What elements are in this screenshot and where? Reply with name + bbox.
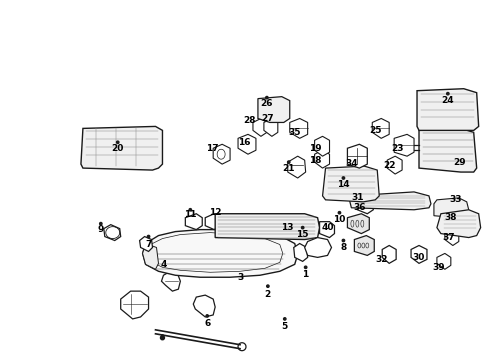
Circle shape	[267, 285, 269, 287]
Polygon shape	[258, 96, 290, 122]
Text: 11: 11	[184, 210, 196, 219]
Text: 16: 16	[238, 138, 250, 147]
Text: 27: 27	[262, 114, 274, 123]
Circle shape	[147, 235, 150, 238]
Text: 13: 13	[282, 223, 294, 232]
Polygon shape	[238, 134, 256, 154]
Text: 33: 33	[449, 195, 462, 204]
Text: 29: 29	[453, 158, 466, 167]
Polygon shape	[264, 118, 278, 136]
Circle shape	[117, 141, 119, 144]
Text: 24: 24	[441, 96, 454, 105]
Text: 18: 18	[309, 156, 322, 165]
Circle shape	[189, 208, 192, 211]
Polygon shape	[121, 291, 148, 319]
Text: 22: 22	[383, 161, 395, 170]
Text: 37: 37	[442, 233, 455, 242]
Polygon shape	[315, 150, 329, 168]
Circle shape	[162, 335, 164, 337]
Circle shape	[447, 93, 449, 95]
Circle shape	[206, 315, 208, 317]
Polygon shape	[417, 89, 479, 130]
Polygon shape	[290, 118, 308, 138]
Text: 14: 14	[337, 180, 350, 189]
Text: 36: 36	[353, 203, 366, 212]
Polygon shape	[305, 238, 332, 257]
Text: 15: 15	[296, 230, 309, 239]
Polygon shape	[288, 156, 306, 178]
Text: 31: 31	[351, 193, 364, 202]
Polygon shape	[347, 144, 368, 168]
Polygon shape	[185, 214, 202, 230]
Text: 12: 12	[209, 208, 221, 217]
Polygon shape	[193, 295, 215, 317]
Text: 7: 7	[146, 240, 152, 249]
Polygon shape	[143, 230, 298, 277]
Polygon shape	[322, 166, 379, 202]
Circle shape	[342, 177, 344, 179]
Polygon shape	[382, 246, 396, 264]
Circle shape	[342, 239, 344, 242]
Text: 19: 19	[309, 144, 322, 153]
Polygon shape	[104, 225, 121, 240]
Text: 17: 17	[206, 144, 219, 153]
Polygon shape	[162, 271, 180, 291]
Polygon shape	[411, 246, 427, 264]
Circle shape	[338, 212, 341, 214]
Text: 8: 8	[341, 243, 346, 252]
Text: 9: 9	[98, 225, 104, 234]
Circle shape	[288, 161, 290, 163]
Circle shape	[266, 96, 268, 99]
Polygon shape	[394, 134, 414, 156]
Polygon shape	[437, 210, 481, 238]
Text: 20: 20	[112, 144, 124, 153]
Polygon shape	[387, 156, 402, 174]
Text: 10: 10	[333, 215, 345, 224]
Polygon shape	[419, 129, 477, 172]
Polygon shape	[215, 214, 319, 239]
Polygon shape	[347, 214, 369, 234]
Polygon shape	[205, 214, 220, 230]
Polygon shape	[354, 235, 374, 255]
Text: 32: 32	[375, 255, 388, 264]
Text: 3: 3	[237, 273, 243, 282]
Text: 30: 30	[413, 253, 425, 262]
Text: 39: 39	[433, 263, 445, 272]
Polygon shape	[143, 243, 158, 269]
Text: 34: 34	[345, 159, 358, 168]
Polygon shape	[140, 237, 152, 251]
Polygon shape	[349, 192, 431, 210]
Text: 2: 2	[265, 289, 271, 298]
Text: 38: 38	[444, 213, 457, 222]
Text: 28: 28	[244, 116, 256, 125]
Polygon shape	[294, 243, 308, 261]
Text: 26: 26	[261, 99, 273, 108]
Circle shape	[304, 266, 307, 269]
Polygon shape	[445, 228, 459, 246]
Circle shape	[301, 226, 304, 229]
Text: 23: 23	[391, 144, 403, 153]
Polygon shape	[434, 198, 469, 218]
Text: 21: 21	[283, 163, 295, 172]
Text: 1: 1	[302, 270, 309, 279]
Polygon shape	[213, 144, 230, 164]
Polygon shape	[315, 136, 329, 156]
Text: 4: 4	[160, 260, 167, 269]
Text: 40: 40	[321, 223, 334, 232]
Circle shape	[99, 222, 102, 225]
Polygon shape	[319, 222, 335, 238]
Polygon shape	[372, 118, 389, 138]
Circle shape	[284, 318, 286, 320]
Text: 5: 5	[282, 322, 288, 331]
Polygon shape	[437, 253, 451, 269]
Text: 6: 6	[204, 319, 210, 328]
Polygon shape	[357, 200, 373, 214]
Polygon shape	[253, 118, 267, 136]
Text: 35: 35	[289, 128, 301, 137]
Polygon shape	[81, 126, 163, 170]
Text: 25: 25	[369, 126, 382, 135]
Circle shape	[161, 336, 165, 340]
